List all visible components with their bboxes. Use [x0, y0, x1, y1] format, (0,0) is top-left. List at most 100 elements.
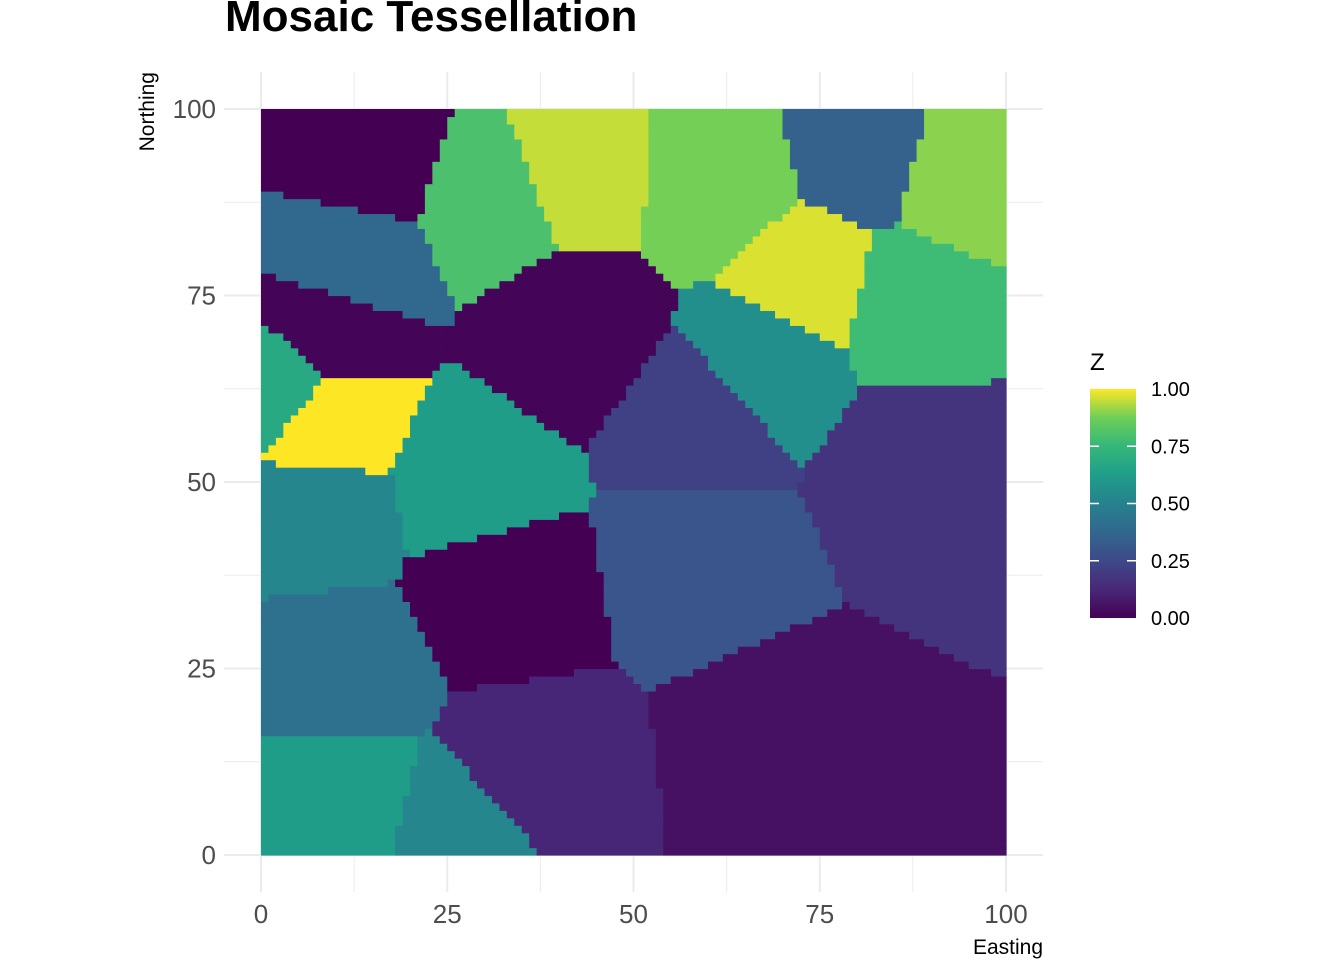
tile [328, 288, 448, 297]
tile [655, 265, 724, 274]
tile [417, 399, 515, 408]
tile [551, 235, 642, 244]
tile [640, 370, 717, 379]
tile [305, 399, 419, 408]
tile [439, 265, 523, 274]
tile [827, 556, 1007, 565]
chart-title: Mosaic Tessellation [225, 0, 638, 41]
tile [261, 772, 411, 781]
tile [603, 578, 836, 588]
tile [477, 295, 679, 304]
tile [648, 146, 791, 155]
tile [320, 198, 426, 207]
tile [261, 385, 314, 394]
tile [648, 720, 1007, 729]
tile [596, 489, 798, 498]
tile [432, 370, 471, 379]
tile [402, 310, 456, 319]
tile [655, 728, 1007, 737]
tile [596, 429, 769, 438]
tile [670, 325, 679, 334]
legend-tick-label: 0.00 [1151, 608, 1190, 630]
tile [261, 429, 284, 438]
tile [663, 810, 1007, 819]
tile [439, 146, 523, 155]
tile [618, 399, 746, 408]
tile [402, 526, 508, 535]
tile [991, 377, 1007, 386]
legend-tick-label: 1.00 [1151, 379, 1190, 401]
tile [410, 772, 471, 781]
tile [924, 123, 1007, 132]
tile [275, 437, 404, 446]
tile [633, 377, 724, 386]
tile [745, 295, 858, 304]
tile [402, 564, 597, 573]
tile [424, 198, 538, 207]
tile [596, 556, 828, 565]
tile [648, 138, 791, 147]
tile [678, 288, 731, 297]
tile [261, 825, 396, 834]
tile [283, 422, 411, 431]
tile [544, 205, 642, 215]
tile [424, 728, 433, 737]
tile [275, 273, 441, 282]
tile [640, 205, 791, 215]
tile [655, 765, 1007, 774]
tile [506, 526, 597, 535]
tile [447, 698, 649, 707]
tile [261, 534, 404, 543]
tile [663, 832, 1007, 841]
tile [693, 340, 836, 349]
tile [395, 847, 538, 856]
tile [290, 414, 411, 423]
tile [261, 213, 396, 222]
tile [261, 675, 448, 685]
tile [261, 220, 419, 229]
tile [834, 578, 1007, 588]
tile [991, 258, 1007, 267]
tile [447, 541, 597, 550]
tile [447, 683, 478, 692]
tile [417, 616, 612, 625]
tile [655, 758, 1007, 767]
tile [261, 578, 389, 588]
tile [395, 459, 590, 468]
tile [588, 474, 806, 483]
tile [648, 153, 791, 162]
tile [261, 549, 411, 558]
tile [849, 601, 1007, 610]
tile [410, 608, 605, 617]
tile [313, 392, 426, 401]
tile [305, 355, 448, 364]
tile [395, 482, 597, 491]
tile [261, 205, 359, 215]
tile [603, 571, 836, 580]
tile [819, 332, 851, 341]
tile [417, 735, 441, 744]
tile [261, 273, 277, 282]
tile [261, 661, 441, 670]
tile [484, 787, 664, 796]
tile [261, 302, 374, 312]
tile [804, 198, 903, 207]
tile [521, 265, 657, 274]
tile [261, 511, 404, 520]
tile [313, 362, 441, 371]
tile [797, 176, 910, 185]
tile [454, 302, 463, 312]
tile [261, 571, 404, 580]
tile [439, 661, 620, 670]
tile [916, 153, 1007, 162]
legend-tick-label: 0.50 [1151, 494, 1190, 516]
tile [261, 787, 411, 796]
tile [261, 653, 433, 662]
tessellation-tiles [261, 109, 1007, 856]
tile [670, 317, 791, 326]
tile [842, 593, 1007, 602]
tile [648, 698, 1007, 707]
tile [395, 578, 605, 588]
tile [611, 638, 761, 647]
tile [603, 601, 843, 610]
